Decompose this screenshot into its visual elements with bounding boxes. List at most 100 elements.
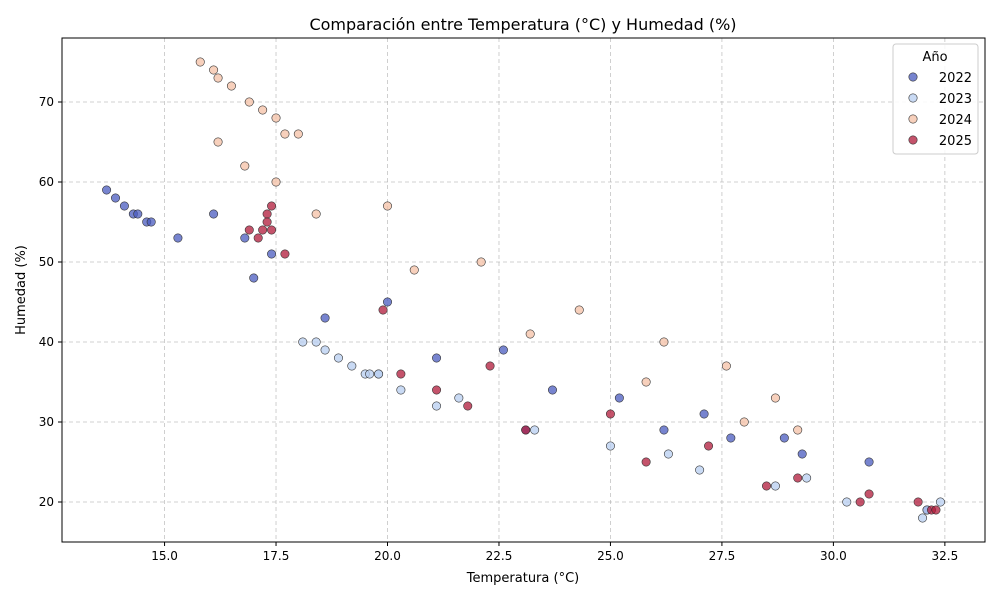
data-point [267,201,277,211]
data-point [262,209,272,219]
data-point [396,385,406,395]
data-point [432,401,442,411]
data-point [396,369,406,379]
legend-label: 2025 [939,134,972,149]
y-tick-label: 40 [39,335,54,349]
y-tick-label: 60 [39,175,54,189]
data-point [779,433,789,443]
x-axis-label: Temperatura (°C) [466,571,579,586]
x-tick-label: 30.0 [820,549,847,563]
grid [62,38,985,542]
data-point [244,225,254,235]
data-point [797,449,807,459]
data-point [913,497,923,507]
x-axis: 15.0 17.5 20.0 22.5 25.0 27.5 30.0 32.5 [151,542,958,563]
data-point [770,481,780,491]
data-point [864,457,874,467]
data-point [793,425,803,435]
data-point [111,193,121,203]
legend-label: 2022 [939,71,972,86]
data-point [476,257,486,267]
data-point [463,401,473,411]
legend-marker [908,72,918,82]
data-point [249,273,259,283]
data-point [280,129,290,139]
legend-entry: 2023 [908,92,972,107]
legend-entry: 2024 [908,113,972,128]
legend: Año 2022 2023 2024 2025 [892,43,979,155]
data-point [721,361,731,371]
data-point [119,201,129,211]
legend-label: 2024 [939,113,972,128]
data-point [659,425,669,435]
data-point [432,353,442,363]
legend-box [892,43,979,155]
data-point [244,97,254,107]
data-point [605,441,615,451]
data-point [374,369,384,379]
data-point [770,393,780,403]
data-point [432,385,442,395]
data-point [311,209,321,219]
data-point [802,473,812,483]
legend-entry: 2025 [908,134,972,149]
series-2023 [298,337,945,523]
data-point [146,217,156,227]
data-point [271,113,281,123]
data-point [574,305,584,315]
legend-label: 2023 [939,92,972,107]
data-point [240,161,250,171]
legend-title: Año [922,50,947,65]
series-2025 [244,201,941,515]
data-point [173,233,183,243]
data-point [378,305,388,315]
y-axis: 20 30 40 50 60 70 [39,95,62,509]
data-points [102,57,945,523]
data-point [931,505,941,515]
data-point [213,73,223,83]
data-point [663,449,673,459]
data-point [267,249,277,259]
data-point [267,225,277,235]
series-2024 [195,57,803,435]
x-tick-label: 27.5 [709,549,736,563]
data-point [280,249,290,259]
x-tick-label: 22.5 [486,549,513,563]
data-point [209,65,219,75]
data-point [454,393,464,403]
data-point [699,409,709,419]
legend-marker [908,93,918,103]
y-tick-label: 30 [39,415,54,429]
data-point [253,233,263,243]
data-point [762,481,772,491]
x-tick-label: 25.0 [597,549,624,563]
data-point [333,353,343,363]
data-point [521,425,531,435]
y-tick-label: 70 [39,95,54,109]
data-point [935,497,945,507]
legend-marker [908,135,918,145]
x-tick-label: 15.0 [151,549,178,563]
data-point [659,337,669,347]
series-2022 [102,185,932,515]
data-point [842,497,852,507]
data-point [498,345,508,355]
data-point [695,465,705,475]
data-point [102,185,112,195]
data-point [530,425,540,435]
data-point [793,473,803,483]
data-point [213,137,223,147]
data-point [704,441,714,451]
data-point [485,361,495,371]
data-point [209,209,219,219]
data-point [855,497,865,507]
data-point [739,417,749,427]
data-point [726,433,736,443]
data-point [605,409,615,419]
data-point [271,177,281,187]
data-point [918,513,928,523]
data-point [311,337,321,347]
data-point [864,489,874,499]
data-point [258,225,268,235]
